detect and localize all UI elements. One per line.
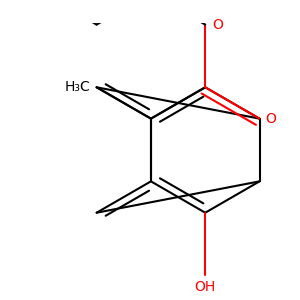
Text: H₃C: H₃C [65,80,91,94]
Text: O: O [213,18,224,32]
Text: OH: OH [195,280,216,294]
Text: O: O [266,112,276,126]
